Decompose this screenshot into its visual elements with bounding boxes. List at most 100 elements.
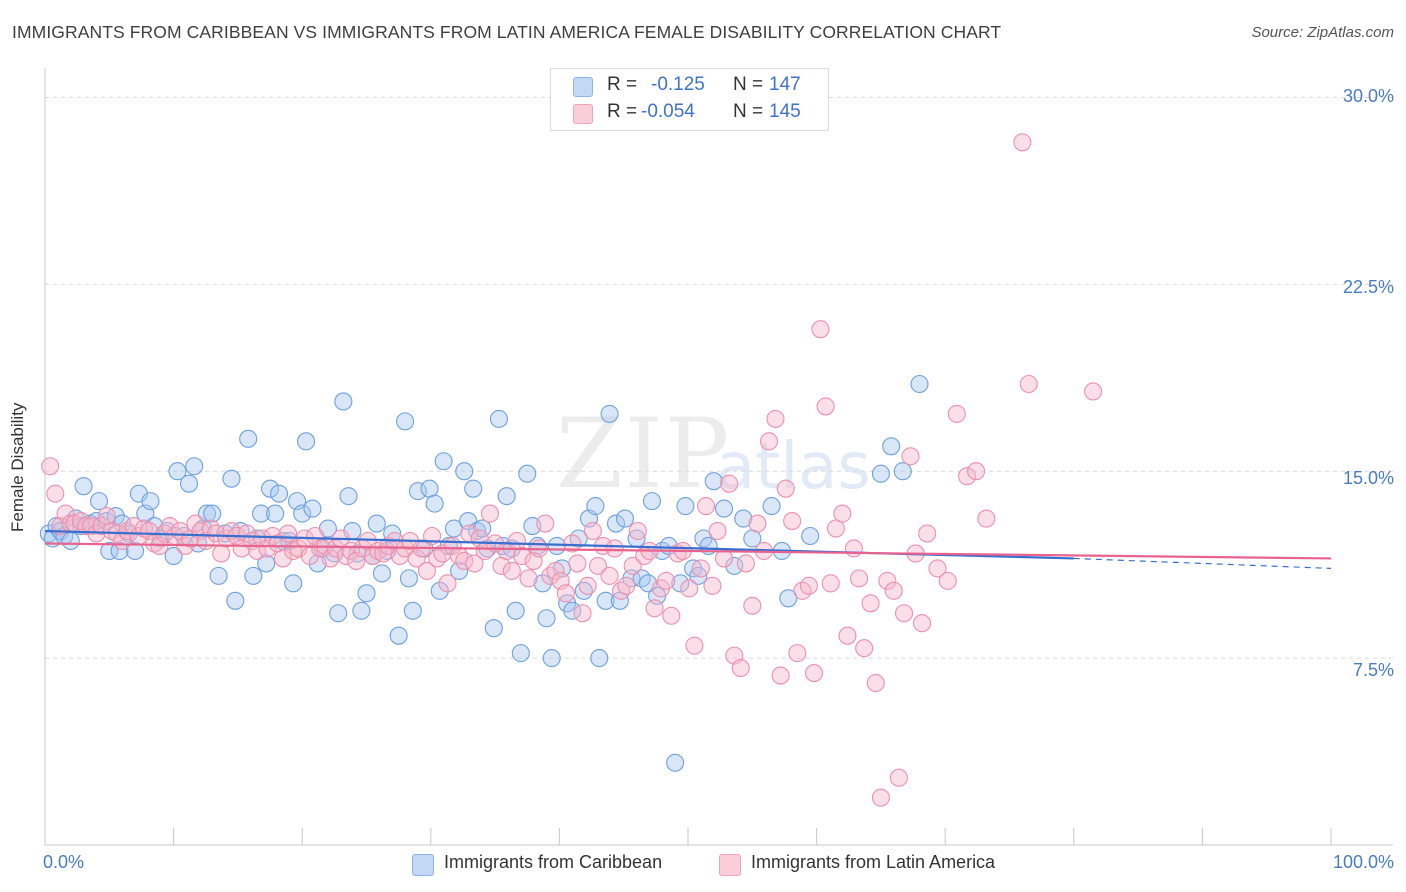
caribbean-point [89, 492, 109, 511]
latin-america-point [748, 514, 767, 533]
latin-america-point [645, 599, 664, 618]
latin-america-point [736, 554, 755, 573]
caribbean-point [910, 374, 929, 394]
caribbean-point [179, 474, 199, 493]
caribbean-point [600, 404, 619, 423]
caribbean-point [334, 392, 353, 411]
latin-america-point [816, 397, 835, 416]
caribbean-point [671, 574, 690, 593]
latin-america-point [776, 479, 795, 498]
caribbean-point [489, 409, 509, 428]
latin-america-point [541, 566, 560, 585]
legend-r-label: R = [607, 74, 638, 95]
caribbean-point [606, 514, 626, 533]
data-points [39, 133, 1103, 807]
latin-america-point [759, 432, 779, 451]
caribbean-point [893, 462, 912, 481]
source-label[interactable]: Source: ZipAtlas.com [1251, 24, 1394, 41]
latin-america-point [811, 320, 830, 339]
latin-america-point [703, 576, 722, 595]
latin-america-point [731, 659, 750, 678]
caribbean-point [74, 477, 93, 496]
latin-america-point [844, 539, 863, 558]
latin-america-point [662, 606, 681, 625]
latin-america-point [201, 519, 220, 538]
caribbean-point [284, 574, 303, 593]
caribbean-point [329, 604, 348, 623]
latin-america-point [855, 639, 874, 658]
latin-america-point [657, 571, 676, 590]
y-tick-22-5: 22.5% [1342, 277, 1394, 297]
latin-america-point [71, 512, 91, 531]
caribbean-point [399, 569, 418, 588]
latin-america-point [826, 519, 845, 538]
latin-america-point [1084, 382, 1103, 401]
latin-america-point [578, 576, 597, 595]
latin-america-point [833, 504, 852, 523]
latin-america-point [743, 596, 762, 615]
caribbean-point [226, 591, 245, 610]
caribbean-point [352, 601, 371, 620]
latin-america-point [556, 584, 575, 603]
latin-america-point [438, 574, 457, 593]
caribbean-point [518, 464, 537, 483]
latin-america-point [766, 409, 785, 428]
chart-title: IMMIGRANTS FROM CARIBBEAN VS IMMIGRANTS … [12, 22, 1002, 42]
latin-america-point [918, 524, 937, 543]
latin-america-legend-label: Immigrants from Latin America [751, 852, 996, 872]
caribbean-point [367, 514, 386, 533]
caribbean-point [125, 541, 145, 561]
trend-lines [44, 529, 1332, 570]
caribbean-trend-extension [1073, 557, 1332, 570]
caribbean-point [209, 566, 228, 585]
caribbean-point [251, 504, 271, 523]
caribbean-point [801, 526, 820, 546]
caribbean-point [87, 512, 106, 531]
caribbean-point [497, 487, 516, 506]
latin-america-trend-line [44, 542, 1332, 560]
latin-america-point [605, 539, 624, 558]
latin-america-point [583, 521, 602, 541]
latin-america-point [519, 569, 538, 588]
y-tick-7-5: 7.5% [1352, 660, 1394, 680]
legend-r-label: R = [607, 101, 638, 122]
caribbean-point [689, 566, 708, 585]
caribbean-point [704, 472, 723, 491]
latin-america-point [513, 546, 532, 565]
caribbean-point [464, 479, 483, 498]
caribbean-point [615, 509, 635, 528]
latin-america-point [878, 571, 897, 590]
watermark-zip: ZIP [556, 398, 732, 510]
caribbean-point [164, 546, 183, 565]
latin-america-point [871, 788, 890, 807]
caribbean-point [270, 484, 289, 503]
latin-america-point [623, 556, 642, 575]
latin-america-point [92, 516, 111, 536]
y-tick-30: 30.0% [1342, 86, 1394, 106]
caribbean-point [596, 591, 615, 610]
caribbean-point [533, 574, 552, 593]
latin-america-point [720, 474, 739, 493]
caribbean-point [100, 541, 119, 561]
caribbean-point [357, 584, 376, 603]
caribbean-point [339, 487, 358, 506]
caribbean-point [168, 462, 187, 481]
legend-n-value: 147 [769, 74, 801, 95]
latin-america-point [56, 504, 75, 523]
latin-america-point [502, 561, 521, 580]
legend-r-value: -0.054 [641, 101, 695, 122]
caribbean-point [537, 609, 556, 628]
latin-america-point [967, 462, 986, 481]
latin-america-point [407, 549, 426, 568]
caribbean-point [222, 469, 241, 488]
caribbean-point [185, 457, 204, 476]
caribbean-point [586, 497, 605, 516]
x-tick-left: 0.0% [43, 852, 85, 872]
caribbean-point [141, 492, 160, 511]
caribbean-point [882, 437, 901, 456]
caribbean-point [61, 531, 80, 551]
caribbean-point [239, 429, 258, 448]
latin-america-point [588, 556, 608, 575]
latin-america-point [977, 509, 996, 528]
latin-america-point [838, 626, 857, 645]
